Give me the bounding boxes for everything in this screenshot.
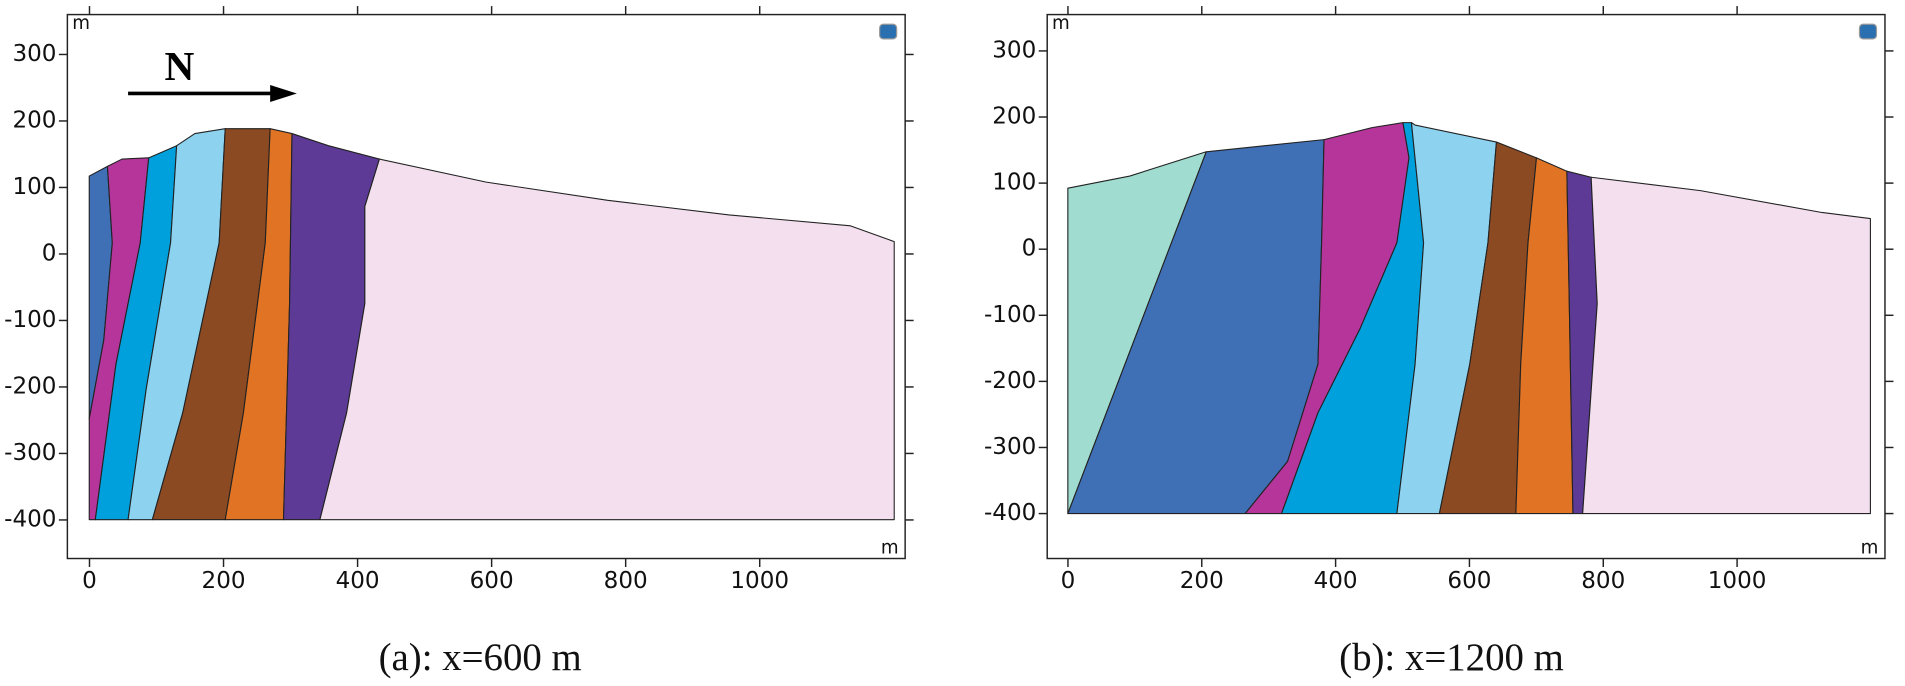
x-tick-label: 1000: [730, 568, 789, 594]
y-tick-label: 200: [992, 104, 1036, 130]
x-unit: m: [1861, 538, 1879, 559]
icon: [879, 23, 898, 40]
y-unit: m: [72, 13, 90, 34]
y-tick-label: -200: [984, 368, 1036, 394]
arrow-head: [270, 84, 297, 102]
layer: [1582, 176, 1871, 515]
x-tick-label: 800: [1581, 568, 1625, 594]
y-tick-label: -100: [984, 302, 1036, 328]
x-tick-label: 200: [1180, 568, 1224, 594]
caption: (a): x=600 m: [379, 636, 582, 679]
y-tick-label: 0: [42, 240, 57, 266]
x-tick-label: 200: [202, 568, 246, 594]
y-tick-label: -300: [4, 440, 56, 466]
axes-frame: [1046, 13, 1886, 560]
y-tick-label: 100: [12, 174, 56, 200]
caption: (b): x=1200 m: [1339, 636, 1564, 679]
x-tick-label: 1000: [1708, 568, 1767, 594]
layer: [319, 158, 895, 521]
axes-frame: [66, 13, 906, 560]
x-tick-label: 400: [1314, 568, 1358, 594]
y-tick-label: -400: [4, 506, 56, 532]
y-tick-label: 100: [992, 170, 1036, 196]
x-unit: m: [881, 538, 899, 559]
y-tick-label: -200: [4, 373, 56, 399]
y-unit: m: [1052, 13, 1070, 34]
x-tick-label: 0: [82, 568, 97, 594]
x-tick-label: 600: [1447, 568, 1491, 594]
y-tick-label: 300: [992, 37, 1036, 63]
icon: [1858, 23, 1878, 40]
x-tick-label: 600: [470, 568, 514, 594]
y-tick-label: 200: [12, 107, 56, 133]
y-tick-label: -400: [984, 500, 1036, 526]
north-label: N: [165, 43, 195, 89]
section-a: N m m (a): x=600 m: [66, 13, 906, 679]
y-tick-label: 300: [12, 41, 56, 67]
y-tick-label: -300: [984, 434, 1036, 460]
x-tick-label: 400: [336, 568, 380, 594]
x-tick-label: 0: [1061, 568, 1076, 594]
y-tick-label: 0: [1022, 236, 1037, 262]
x-tick-label: 800: [604, 568, 648, 594]
section-b: m m (b): x=1200 m: [1046, 13, 1886, 679]
y-tick-label: -100: [4, 307, 56, 333]
